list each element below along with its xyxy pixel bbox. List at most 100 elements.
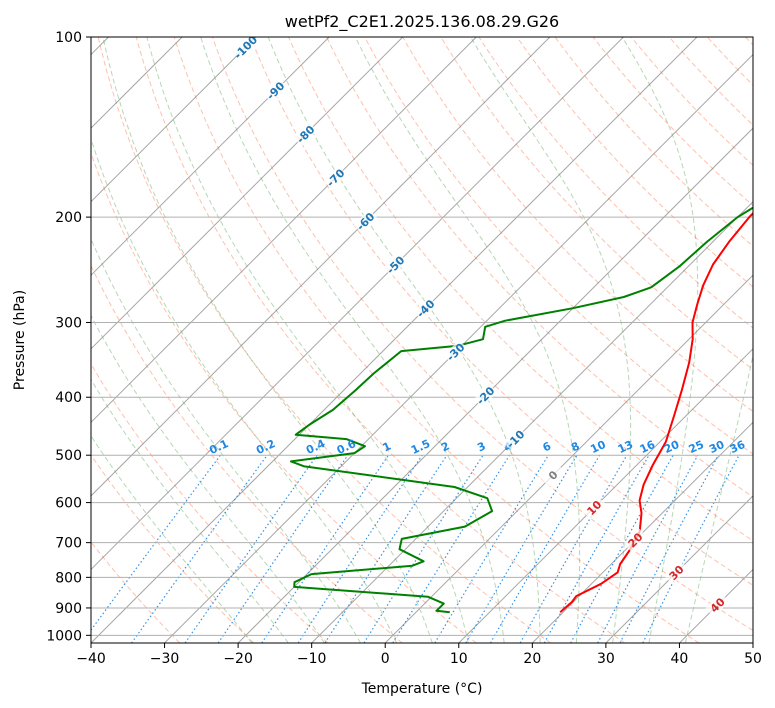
isotherm-label-bg <box>293 122 318 147</box>
dry-adiabat <box>91 264 403 643</box>
mixing-ratio-line <box>570 454 674 643</box>
x-tick-label: 0 <box>381 651 390 667</box>
axis-ticks: −40 −30 −20 −10 0 10 20 30 40 50 100 200 300 400 500 60… <box>46 30 762 667</box>
moist-adiabat <box>91 314 325 643</box>
x-tick-label: −20 <box>223 651 253 667</box>
moist-adiabat <box>91 237 361 643</box>
isotherm-label-bg <box>263 78 288 103</box>
isotherm-label-bg <box>705 592 730 618</box>
x-tick-label: −10 <box>297 651 327 667</box>
dry-adiabat <box>440 37 753 371</box>
moist-adiabat <box>621 37 699 643</box>
skewed-isotherm <box>237 127 753 643</box>
isotherm-label-bg <box>233 37 258 60</box>
isotherm-label-bg <box>443 339 468 365</box>
moist-adiabat <box>470 37 632 643</box>
isotherm-label-bg <box>503 427 528 452</box>
skewed-isotherm <box>384 274 753 643</box>
x-tick-label: −30 <box>150 651 180 667</box>
moist-adiabat <box>354 37 581 643</box>
skewed-isotherm <box>164 53 753 643</box>
isotherm-label-bg <box>582 495 607 520</box>
moist-adiabat <box>91 434 253 643</box>
dry-adiabat <box>91 454 255 643</box>
moist-adiabat <box>91 137 397 643</box>
mixing-ratio-line <box>489 454 601 643</box>
skewed-isotherm <box>91 37 698 643</box>
isotherm-label-bg <box>540 463 566 488</box>
mixing-ratio-line <box>217 454 349 643</box>
mixing-ratio-line <box>131 454 268 643</box>
skewed-isotherm <box>91 37 551 497</box>
mixing-ratio-line <box>261 454 389 643</box>
moist-adiabat <box>102 37 433 643</box>
y-tick-label: 500 <box>55 448 82 464</box>
temperature-line <box>559 211 753 613</box>
dry-adiabat <box>326 37 753 498</box>
moist-adiabat <box>200 37 505 643</box>
dry-adiabat <box>211 37 753 632</box>
skewed-isotherm <box>605 495 753 643</box>
background-lines <box>91 37 753 643</box>
isotherm-label-bg <box>473 383 498 408</box>
dewpoint-line <box>290 206 753 614</box>
mixing-ratio-line <box>324 454 448 643</box>
isotherm-label-bg <box>323 165 348 190</box>
y-tick-label: 200 <box>55 210 82 226</box>
moist-adiabat <box>684 353 753 643</box>
dry-adiabat <box>91 362 329 643</box>
mixing-ratio-label: 25 <box>687 438 706 456</box>
y-tick-label: 300 <box>55 315 82 331</box>
skewed-isotherm <box>91 37 624 571</box>
dry-adiabat <box>364 37 753 455</box>
isotherm-label-bg <box>353 209 378 234</box>
mixing-ratio-line <box>597 454 699 643</box>
moist-adiabat <box>146 37 469 643</box>
mixing-ratio-label: 13 <box>616 438 635 456</box>
mixing-ratio-line <box>465 454 578 643</box>
mixing-ratio-line <box>91 454 221 631</box>
x-axis-title: Temperature (°C) <box>361 681 483 697</box>
isotherm-label-bg <box>623 528 648 553</box>
y-tick-label: 800 <box>55 570 82 586</box>
skewed-isotherm <box>91 37 477 424</box>
mixing-ratio-line <box>184 454 318 643</box>
y-tick-label: 400 <box>55 390 82 406</box>
dry-adiabat <box>91 151 477 643</box>
pressure-gridlines <box>91 37 753 636</box>
x-tick-label: 30 <box>597 651 615 667</box>
skewed-isotherm <box>91 37 330 276</box>
skewed-isotherm <box>458 348 753 643</box>
chart-title: wetPf2_C2E1.2025.136.08.29.G26 <box>285 12 559 32</box>
y-tick-label: 600 <box>55 496 82 512</box>
x-tick-label: 50 <box>744 651 762 667</box>
moist-adiabat <box>267 37 541 643</box>
mixing-ratio-label: 10 <box>588 438 608 456</box>
y-axis-title: Pressure (hPa) <box>12 290 28 390</box>
mixing-ratio-line <box>363 454 484 643</box>
mixing-ratio-label: 36 <box>728 438 748 456</box>
mixing-ratio-line <box>519 454 628 643</box>
y-tick-label: 900 <box>55 601 82 617</box>
isotherm-label-bg <box>664 560 689 585</box>
mixing-ratio-label: 30 <box>707 438 727 456</box>
mixing-ratio-line <box>543 454 650 643</box>
dry-adiabat <box>554 37 753 247</box>
y-tick-label: 1000 <box>46 628 82 644</box>
x-tick-label: −40 <box>76 651 106 667</box>
plot-frame <box>90 36 754 644</box>
isotherm-label-bg <box>413 296 438 321</box>
mixing-ratio-label: 16 <box>638 438 658 456</box>
y-tick-label: 100 <box>55 30 82 46</box>
profile-lines <box>290 206 753 614</box>
mixing-ratio-line <box>297 454 423 643</box>
dry-adiabat <box>402 37 753 413</box>
isotherm-label-bg <box>383 252 408 277</box>
dry-adiabat <box>97 37 551 643</box>
dry-adiabat <box>288 37 753 542</box>
y-tick-label: 700 <box>55 536 82 552</box>
mixing-ratio-label: 20 <box>662 438 682 456</box>
x-tick-label: 40 <box>671 651 689 667</box>
